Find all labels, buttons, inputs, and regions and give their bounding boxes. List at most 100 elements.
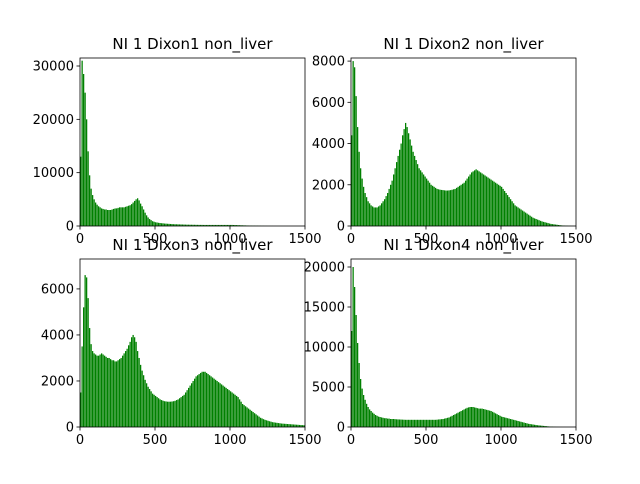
histogram-bar [443,419,444,427]
histogram-bar [139,358,140,427]
histogram-bar [157,223,158,226]
histogram-bar [378,206,379,226]
histogram-bar [473,171,474,226]
x-tick-label: 500 [143,433,168,448]
histogram-bar [100,207,101,226]
histogram-bar [248,409,249,427]
histogram-bar [89,328,90,427]
histogram-bar [131,204,132,226]
histogram-bar [188,388,189,427]
histogram-bar [365,193,366,226]
histogram-bar [447,418,448,427]
histogram-bar [241,402,242,427]
histogram-bar [104,356,105,427]
histogram-bar [259,417,260,427]
histogram-bar [450,190,451,226]
histogram-bar [393,419,394,427]
histogram-bar [107,358,108,427]
histogram-bar [431,420,432,427]
histogram-bar [474,407,475,427]
histogram-bar [127,206,128,226]
histogram-bar [182,396,183,427]
histogram-bar [134,337,135,427]
histogram-bar [97,205,98,226]
histogram-bar [106,209,107,226]
histogram-bar [476,169,477,226]
histogram-bar [175,401,176,427]
histogram-bar [181,397,182,427]
histogram-bar [386,418,387,427]
histogram-bar [423,420,424,427]
histogram-bar [426,420,427,427]
histogram-bar [151,220,152,226]
histogram-bar [528,424,529,427]
histogram-bar [449,190,450,226]
histogram-bar [500,186,501,226]
histogram-bar [283,424,284,427]
histogram-bar [546,223,547,226]
histogram-bar [422,172,423,226]
histogram-bar [390,185,391,226]
histogram-bar [154,395,155,427]
histogram-bar [371,411,372,427]
y-tick-label: 5000 [312,381,345,396]
histogram-bar [405,420,406,427]
histogram-bar [357,127,358,226]
histogram-bar [169,402,170,427]
histogram-bar [407,127,408,226]
histogram-bar [504,417,505,427]
histogram-bar [184,395,185,427]
histogram-bar [140,204,141,226]
histogram-bar [142,371,143,427]
histogram-bar [378,417,379,427]
histogram-bar [217,381,218,427]
histogram-bar [414,420,415,427]
histogram-bar [425,177,426,226]
histogram-bar [148,217,149,226]
subplot-title: NI 1 Dixon1 non_liver [112,35,273,54]
histogram-bar [461,411,462,427]
histogram-bar [519,421,520,427]
histogram-bar [399,150,400,226]
histogram-bar [357,343,358,427]
histogram-bar [374,414,375,427]
histogram-bar [187,390,188,427]
histogram-bar [470,174,471,226]
histogram-bar [152,221,153,226]
histogram-bar [112,209,113,226]
histogram-bar [497,414,498,427]
histogram-bar [486,177,487,226]
histogram-bar [441,419,442,427]
histogram-bar [194,379,195,427]
histogram-bar [125,207,126,226]
histogram-bar [196,376,197,427]
histogram-bar [527,423,528,427]
histogram-bar [450,417,451,427]
histogram-bar [363,395,364,427]
histogram-bar [399,419,400,427]
histogram-bar [95,355,96,427]
histogram-bar [525,213,526,226]
histogram-bar [365,400,366,427]
histogram-bar [461,185,462,226]
histogram-bar [402,135,403,226]
histogram-bar [389,189,390,226]
histogram-bar [468,407,469,427]
histogram-bar [482,173,483,226]
histogram-bar [223,386,224,427]
histogram-bar [446,418,447,427]
histogram-bar [468,177,469,226]
histogram-bar [92,351,93,427]
histogram-bar [483,409,484,427]
histogram-bar [440,190,441,226]
histogram-bar [446,191,447,226]
histogram-bar [354,67,355,226]
histogram-bar [432,420,433,427]
histogram-bar [488,410,489,427]
histogram-bar [485,409,486,427]
histogram-bar [467,408,468,427]
histogram-bar [540,221,541,226]
histogram-bar [139,200,140,226]
histogram-bar [145,380,146,427]
